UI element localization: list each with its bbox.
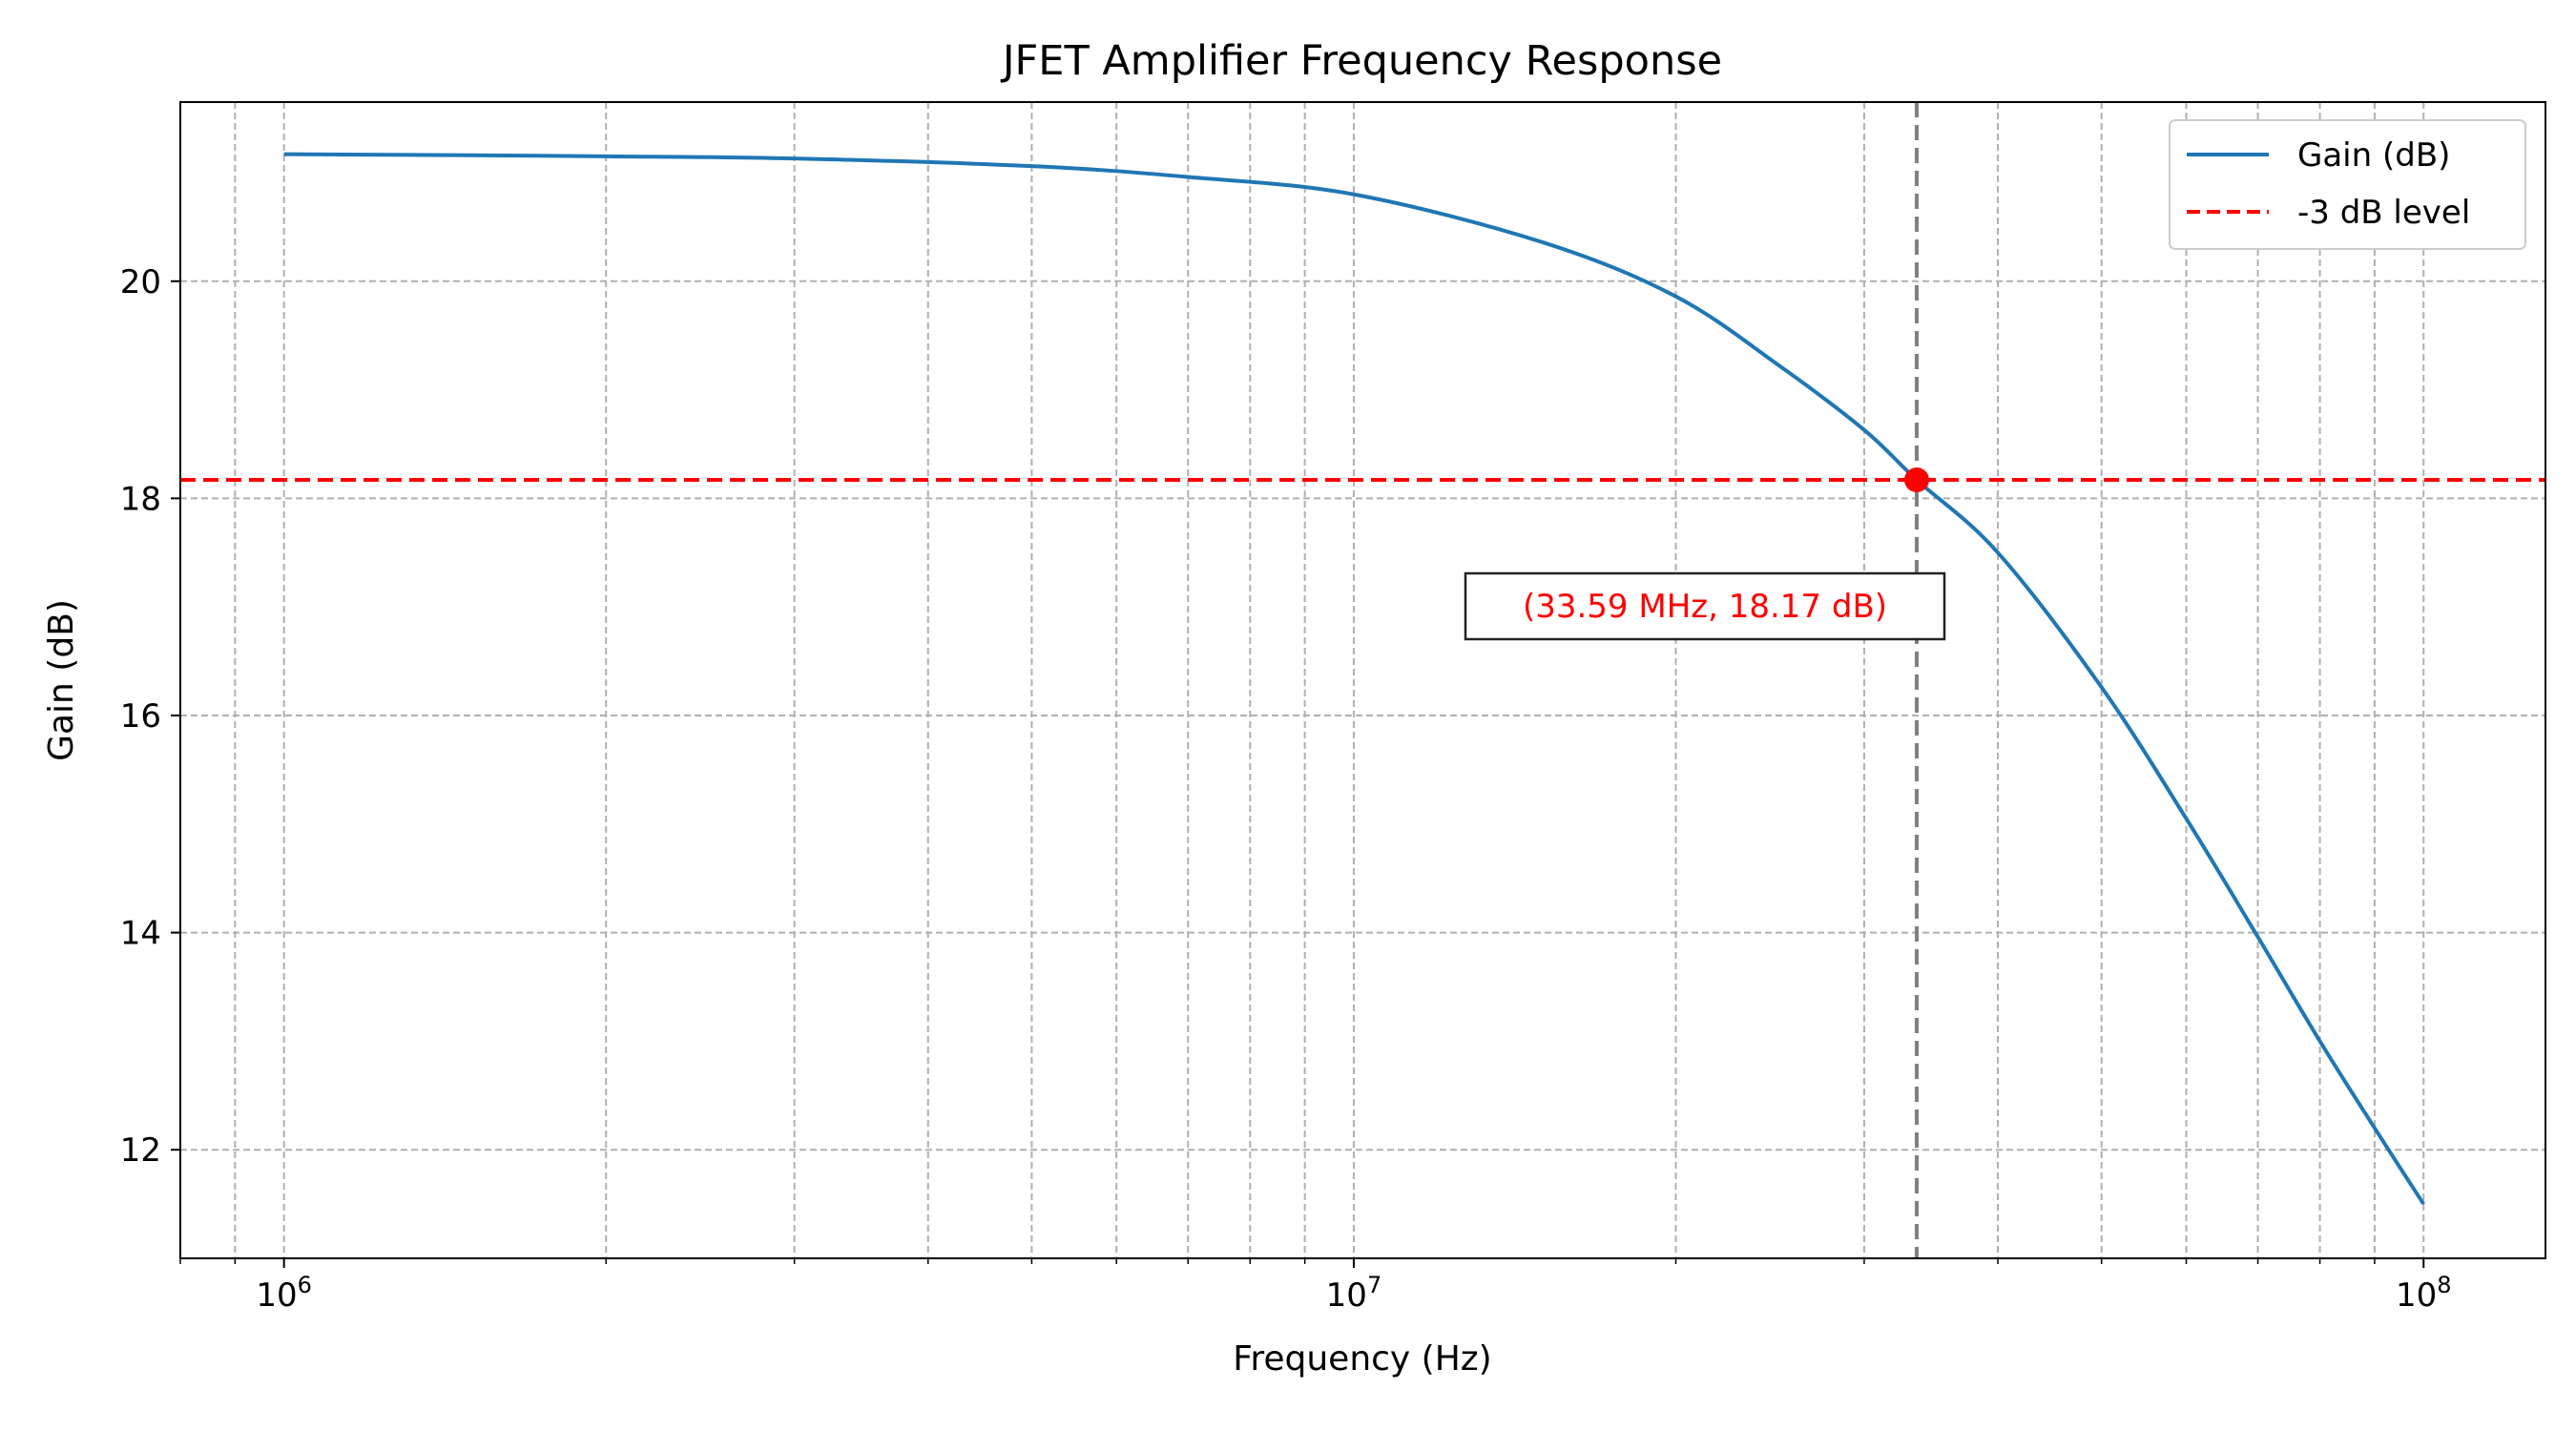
chart-title: JFET Amplifier Frequency Response [1000, 37, 1722, 85]
x-tick-label: 106 [256, 1272, 312, 1315]
y-tick-label: 12 [120, 1131, 161, 1170]
series-layer [283, 152, 2425, 1206]
annotation-box [1464, 571, 1946, 641]
annotation-text: (33.59 MHz, 18.17 dB) [1523, 588, 1887, 626]
gain-series-line [283, 152, 2425, 1206]
y-tick-label: 14 [120, 915, 161, 953]
y-axis-label: Gain (dB) [42, 599, 81, 761]
legend-label-3db: -3 dB level [2297, 194, 2470, 232]
x-tick-label: 108 [2396, 1272, 2452, 1315]
legend: Gain (dB) -3 dB level [2169, 119, 2526, 250]
reference-lines [180, 102, 2545, 1258]
annotation: (33.59 MHz, 18.17 dB) [1464, 571, 1946, 641]
y-tick-label: 16 [120, 697, 161, 736]
x-tick-label: 107 [1326, 1272, 1382, 1315]
grid-lines [180, 102, 2545, 1258]
legend-label-gain: Gain (dB) [2297, 136, 2450, 175]
x-axis-label: Frequency (Hz) [1233, 1339, 1491, 1379]
y-tick-label: 20 [120, 263, 161, 301]
cutoff-point-marker [1903, 467, 1929, 493]
plot-area-frame [179, 101, 2546, 1259]
y-tick-label: 18 [120, 480, 161, 518]
legend-box [2169, 119, 2526, 250]
